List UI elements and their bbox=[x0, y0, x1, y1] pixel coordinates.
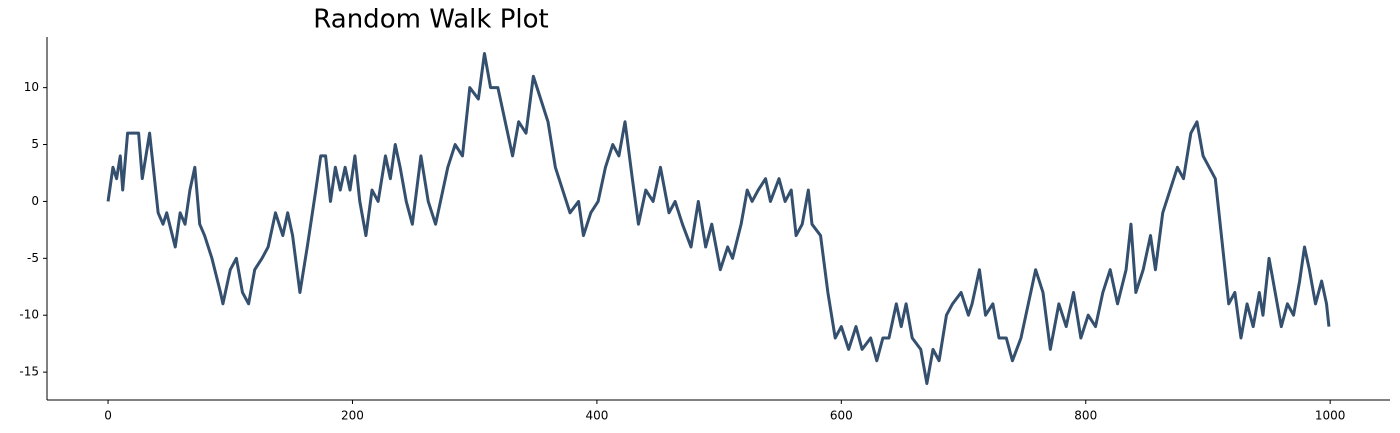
y-tick-label: 10 bbox=[24, 80, 39, 94]
y-tick-label: 0 bbox=[31, 194, 39, 208]
x-tick-label: 200 bbox=[341, 409, 364, 423]
y-tick-label: 5 bbox=[31, 137, 39, 151]
x-tick-label: 0 bbox=[104, 409, 112, 423]
x-tick-label: 1000 bbox=[1315, 409, 1346, 423]
x-tick-label: 800 bbox=[1074, 409, 1097, 423]
chart-title: Random Walk Plot bbox=[313, 5, 548, 35]
y-tick-label: -15 bbox=[19, 365, 39, 379]
x-tick-label: 600 bbox=[830, 409, 853, 423]
y-tick-label: -5 bbox=[27, 251, 39, 265]
y-tick-label: -10 bbox=[19, 308, 39, 322]
line-series bbox=[106, 52, 1331, 385]
x-tick-label: 400 bbox=[585, 409, 608, 423]
